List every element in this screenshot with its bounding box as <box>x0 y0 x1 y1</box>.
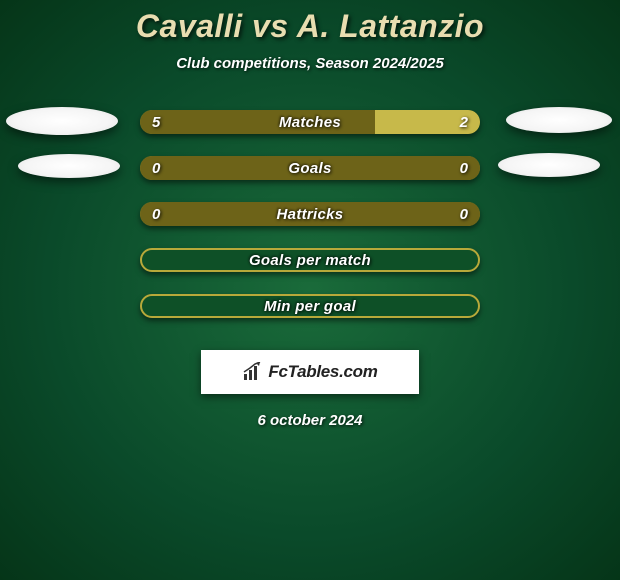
stat-value-right: 2 <box>460 114 468 131</box>
stat-value-left: 0 <box>152 160 160 177</box>
stat-bar-goals: 0 Goals 0 <box>140 156 480 180</box>
stat-label: Hattricks <box>277 206 344 223</box>
stat-bar-goals-per-match: Goals per match <box>140 248 480 272</box>
stat-label: Goals per match <box>249 252 371 269</box>
stat-row-goals: 0 Goals 0 <box>0 156 620 180</box>
page-title: Cavalli vs A. Lattanzio <box>136 8 484 45</box>
brand-text: FcTables.com <box>268 362 377 382</box>
player-right-ellipse-icon <box>498 153 600 177</box>
stat-row-min-per-goal: Min per goal <box>0 294 620 318</box>
player-left-ellipse-icon <box>6 107 118 135</box>
stat-label: Min per goal <box>264 298 356 315</box>
brand-box[interactable]: FcTables.com <box>201 350 419 394</box>
stat-row-matches: 5 Matches 2 <box>0 110 620 134</box>
player-left-ellipse-icon <box>18 154 120 178</box>
comparison-card: Cavalli vs A. Lattanzio Club competition… <box>0 0 620 429</box>
stat-value-right: 0 <box>460 160 468 177</box>
stat-bar-min-per-goal: Min per goal <box>140 294 480 318</box>
page-subtitle: Club competitions, Season 2024/2025 <box>176 55 444 72</box>
stat-row-goals-per-match: Goals per match <box>0 248 620 272</box>
bar-chart-icon <box>242 362 264 382</box>
stat-row-hattricks: 0 Hattricks 0 <box>0 202 620 226</box>
stat-bar-matches: 5 Matches 2 <box>140 110 480 134</box>
stat-bar-hattricks: 0 Hattricks 0 <box>140 202 480 226</box>
stat-value-left: 0 <box>152 206 160 223</box>
brand-inner: FcTables.com <box>242 362 377 382</box>
player-right-ellipse-icon <box>506 107 612 133</box>
stat-value-right: 0 <box>460 206 468 223</box>
footer-date: 6 october 2024 <box>257 412 362 429</box>
stat-label: Matches <box>279 114 341 131</box>
stat-label: Goals <box>288 160 331 177</box>
stat-value-left: 5 <box>152 114 160 131</box>
